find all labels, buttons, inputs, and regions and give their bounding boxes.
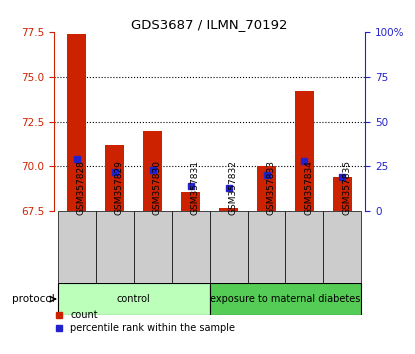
Text: control: control <box>117 294 151 304</box>
Bar <box>58 283 210 315</box>
Bar <box>67 34 86 211</box>
Text: GSM357831: GSM357831 <box>190 160 200 215</box>
Bar <box>96 211 134 283</box>
Bar <box>172 211 210 283</box>
Text: GSM357834: GSM357834 <box>305 160 313 215</box>
Text: GSM357832: GSM357832 <box>229 160 237 215</box>
Title: GDS3687 / ILMN_70192: GDS3687 / ILMN_70192 <box>131 18 288 31</box>
Legend: count, percentile rank within the sample: count, percentile rank within the sample <box>56 310 235 333</box>
Bar <box>210 283 361 315</box>
Bar <box>143 131 162 211</box>
Bar <box>295 91 314 211</box>
Bar <box>105 145 124 211</box>
Text: protocol: protocol <box>12 294 55 304</box>
Bar <box>210 211 247 283</box>
Bar <box>134 211 172 283</box>
Text: GSM357829: GSM357829 <box>115 160 124 215</box>
Bar <box>286 211 323 283</box>
Bar <box>323 211 361 283</box>
Text: GSM357833: GSM357833 <box>266 160 276 215</box>
Bar <box>257 166 276 211</box>
Bar <box>247 211 286 283</box>
Text: GSM357830: GSM357830 <box>153 160 161 215</box>
Text: exposure to maternal diabetes: exposure to maternal diabetes <box>210 294 361 304</box>
Text: GSM357835: GSM357835 <box>342 160 352 215</box>
Bar <box>219 208 238 211</box>
Bar <box>181 192 200 211</box>
Bar <box>58 211 96 283</box>
Bar <box>333 177 352 211</box>
Text: GSM357828: GSM357828 <box>77 160 86 215</box>
